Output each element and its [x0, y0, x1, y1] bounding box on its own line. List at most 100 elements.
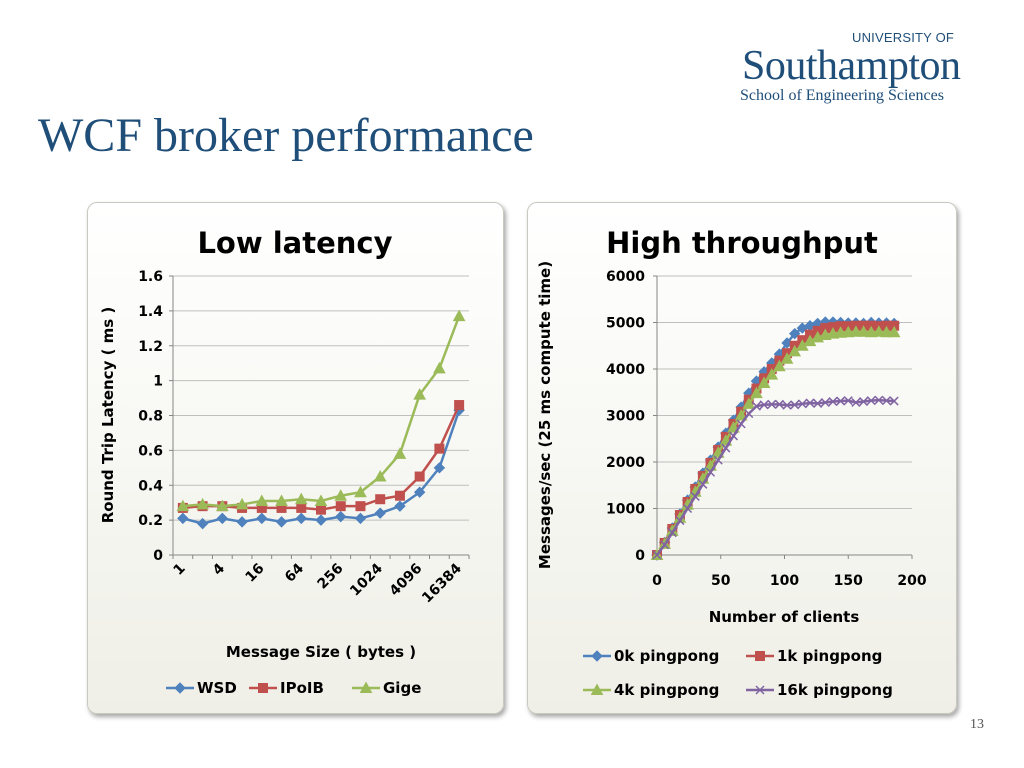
- legend-label-gige: Gige: [383, 679, 421, 697]
- data-point-16k-pingpong: [881, 396, 892, 406]
- data-point-16k-pingpong: [797, 399, 807, 409]
- y-tick-label: 1.6: [138, 269, 163, 285]
- chart-title: Low latency: [197, 226, 392, 260]
- data-point-wsd: [394, 500, 406, 512]
- data-point-4k-pingpong: [750, 386, 763, 399]
- data-point-16k-pingpong: [690, 491, 700, 501]
- low-latency-chart-panel: Low latency 0 0.2 0.4 0.6 0.8 1 1.2 1.4 1.6 1 4 16 64…: [87, 202, 504, 714]
- data-point-wsd: [236, 516, 248, 528]
- x-tick-label: 100: [770, 573, 799, 589]
- data-point-gige: [255, 494, 269, 506]
- data-point-wsd: [196, 517, 209, 530]
- legend-marker-ipoib: [258, 683, 268, 693]
- data-point-16k-pingpong: [874, 395, 884, 405]
- x-tick-label: 16: [243, 561, 268, 586]
- data-point-16k-pingpong: [866, 396, 876, 406]
- legend-marker-1k-pingpong: [755, 651, 765, 661]
- data-point-wsd: [315, 514, 327, 526]
- x-tick-label: 1024: [347, 560, 386, 599]
- data-point-16k-pingpong: [751, 401, 761, 411]
- data-point-wsd: [216, 512, 229, 525]
- data-point-4k-pingpong: [880, 325, 893, 338]
- data-point-ipoib: [296, 502, 307, 513]
- data-point-wsd: [433, 462, 446, 474]
- data-point-wsd: [335, 510, 347, 523]
- data-point-16k-pingpong: [660, 540, 670, 550]
- data-point-16k-pingpong: [813, 398, 823, 408]
- logo-school: School of Engineering Sciences: [740, 87, 944, 104]
- y-tick-label: 3000: [606, 409, 645, 425]
- data-point-ipoib: [394, 490, 405, 501]
- legend-marker-wsd: [174, 682, 186, 694]
- data-point-16k-pingpong: [721, 443, 731, 453]
- data-point-16k-pingpong: [843, 396, 853, 406]
- series-line-16k-pingpong: [655, 398, 895, 556]
- y-axis-label: Round Trip Latency ( ms ): [99, 307, 117, 524]
- high-throughput-chart-panel: High throughput 0 1000 2000 3000 4000 5000 6000…: [527, 202, 957, 714]
- y-tick-label: 0.4: [138, 478, 163, 494]
- data-point-16k-pingpong: [790, 400, 800, 410]
- data-point-gige: [176, 499, 190, 512]
- data-point-ipoib: [355, 501, 366, 512]
- data-point-4k-pingpong: [757, 376, 771, 388]
- data-point-ipoib: [316, 504, 326, 515]
- x-tick-label: 256: [315, 561, 347, 593]
- y-tick-label: 0.2: [138, 513, 163, 529]
- data-point-gige: [294, 492, 308, 505]
- y-tick-label: 1.2: [138, 339, 163, 355]
- data-point-16k-pingpong: [706, 467, 716, 477]
- logo-southampton: Southampton: [742, 43, 961, 89]
- x-tick-label: 1: [170, 561, 188, 579]
- data-point-16k-pingpong: [728, 431, 739, 441]
- y-tick-label: 1.4: [138, 304, 163, 320]
- x-tick-label: 16384: [419, 560, 465, 606]
- data-point-16k-pingpong: [683, 503, 693, 514]
- data-point-4k-pingpong: [788, 344, 802, 357]
- data-point-4k-pingpong: [857, 325, 870, 337]
- y-tick-label: 1000: [606, 502, 645, 518]
- data-point-16k-pingpong: [859, 397, 869, 407]
- data-point-wsd: [413, 486, 426, 498]
- legend-label-16k-pingpong: 16k pingpong: [777, 681, 893, 699]
- data-point-gige: [433, 361, 446, 374]
- data-point-16k-pingpong: [782, 400, 792, 410]
- data-point-gige: [452, 309, 466, 322]
- y-tick-label: 1: [153, 374, 163, 390]
- legend-label-wsd: WSD: [197, 679, 237, 697]
- university-logo: UNIVERSITY OF Southampton School of Engi…: [740, 30, 1000, 110]
- data-point-16k-pingpong: [698, 479, 708, 489]
- data-point-gige: [215, 499, 229, 512]
- data-point-gige: [196, 497, 209, 510]
- chart-title: High throughput: [606, 226, 878, 260]
- data-point-gige: [354, 485, 367, 498]
- data-point-wsd: [275, 516, 288, 528]
- legend-label-1k-pingpong: 1k pingpong: [777, 647, 882, 665]
- high-throughput-chart: High throughput0100020003000400050006000…: [536, 226, 927, 699]
- data-point-16k-pingpong: [828, 397, 838, 407]
- data-point-gige: [314, 494, 328, 506]
- data-point-16k-pingpong: [675, 516, 685, 526]
- data-point-4k-pingpong: [849, 325, 863, 337]
- data-point-gige: [334, 489, 348, 501]
- data-point-0k-pingpong: [788, 327, 801, 340]
- slide-title: WCF broker performance: [38, 109, 534, 162]
- legend-marker-16k-pingpong: [755, 685, 765, 695]
- data-point-4k-pingpong: [887, 325, 901, 338]
- x-axis-label: Message Size ( bytes ): [226, 643, 416, 661]
- data-point-wsd: [256, 512, 268, 525]
- low-latency-chart: Low latency 0 0.2 0.4 0.6 0.8 1 1.2 1.4 1.6 1 4 16 64…: [99, 226, 470, 697]
- data-point-4k-pingpong: [872, 325, 886, 337]
- data-point-16k-pingpong: [744, 409, 754, 419]
- data-point-gige: [235, 497, 249, 510]
- data-point-wsd: [354, 512, 367, 525]
- data-point-gige: [413, 388, 427, 400]
- data-point-16k-pingpong: [851, 397, 861, 408]
- x-axis-label: Number of clients: [709, 608, 860, 626]
- x-tick-label: 4: [210, 560, 228, 578]
- data-point-16k-pingpong: [767, 399, 777, 409]
- logo-university-of: UNIVERSITY OF: [852, 30, 955, 45]
- y-tick-label: 6000: [606, 269, 645, 285]
- data-point-gige: [275, 494, 288, 506]
- y-tick-label: 0: [635, 548, 645, 564]
- data-point-16k-pingpong: [667, 528, 677, 538]
